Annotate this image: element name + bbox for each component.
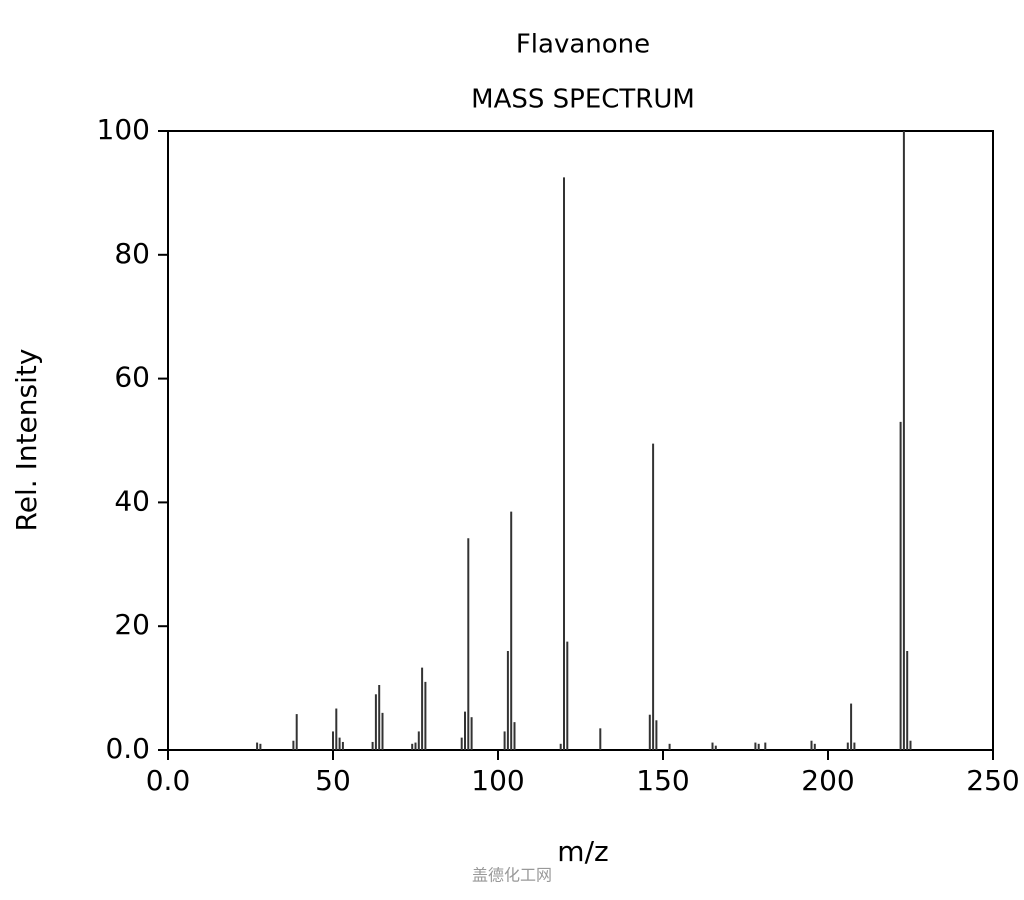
y-tick-label: 100 bbox=[97, 113, 150, 146]
y-axis-label: Rel. Intensity bbox=[10, 349, 43, 532]
y-tick-label: 80 bbox=[114, 237, 150, 270]
x-tick-label: 150 bbox=[636, 764, 689, 797]
y-tick-label: 40 bbox=[114, 484, 150, 517]
x-axis-label: m/z bbox=[557, 835, 608, 868]
x-tick-label: 0.0 bbox=[146, 764, 191, 797]
y-tick-label: 20 bbox=[114, 608, 150, 641]
x-tick-label: 200 bbox=[801, 764, 854, 797]
chart-subtitle: MASS SPECTRUM bbox=[471, 85, 695, 115]
x-tick-label: 100 bbox=[471, 764, 524, 797]
y-tick-label: 0.0 bbox=[105, 732, 150, 765]
y-tick-label: 60 bbox=[114, 361, 150, 394]
plot-frame bbox=[167, 130, 994, 751]
x-tick-label: 250 bbox=[966, 764, 1019, 797]
watermark: 盖德化工网 bbox=[472, 866, 552, 885]
x-tick-label: 50 bbox=[315, 764, 351, 797]
chart-title: Flavanone bbox=[516, 30, 650, 60]
